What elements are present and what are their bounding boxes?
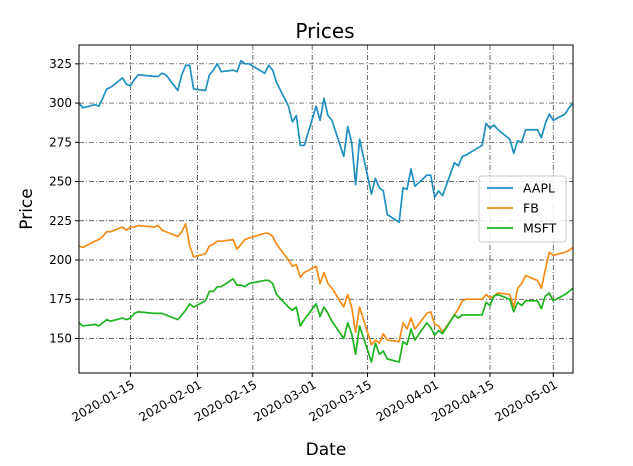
chart-title: Prices	[295, 19, 354, 43]
y-tick-label: 200	[49, 253, 72, 267]
y-axis: 150 175 200 225 250 275 300 325	[49, 57, 79, 345]
series-lines	[78, 59, 574, 363]
x-tick-label: 2020-03-15	[307, 377, 374, 424]
y-tick-label: 325	[49, 57, 72, 71]
y-tick-label: 250	[49, 175, 72, 189]
x-tick-label: 2020-02-15	[192, 377, 259, 424]
x-tick-label: 2020-04-15	[429, 377, 496, 424]
plot-border	[78, 44, 574, 374]
y-axis-title: Price	[17, 188, 37, 229]
y-tick-label: 275	[49, 135, 72, 149]
series-line-msft	[78, 277, 574, 363]
x-tick-label: 2020-01-15	[69, 377, 136, 424]
y-tick-label: 150	[49, 331, 72, 345]
series-line-fb	[78, 223, 574, 346]
y-tick-label: 175	[49, 292, 72, 306]
legend-label-aapl: AAPL	[523, 181, 555, 196]
legend-label-fb: FB	[523, 201, 539, 216]
legend-label-msft: MSFT	[523, 221, 557, 236]
series-line-aapl	[78, 59, 574, 224]
y-tick-label: 300	[49, 96, 72, 110]
x-axis-title: Date	[306, 440, 347, 460]
y-tick-label: 225	[49, 214, 72, 228]
legend-box	[478, 175, 567, 243]
x-tick-label: 2020-05-01	[492, 377, 559, 424]
x-axis: 2020-01-15 2020-02-012020-02-152020-03-01…	[69, 373, 560, 424]
legend: AAPL FB MSFT	[478, 175, 567, 243]
